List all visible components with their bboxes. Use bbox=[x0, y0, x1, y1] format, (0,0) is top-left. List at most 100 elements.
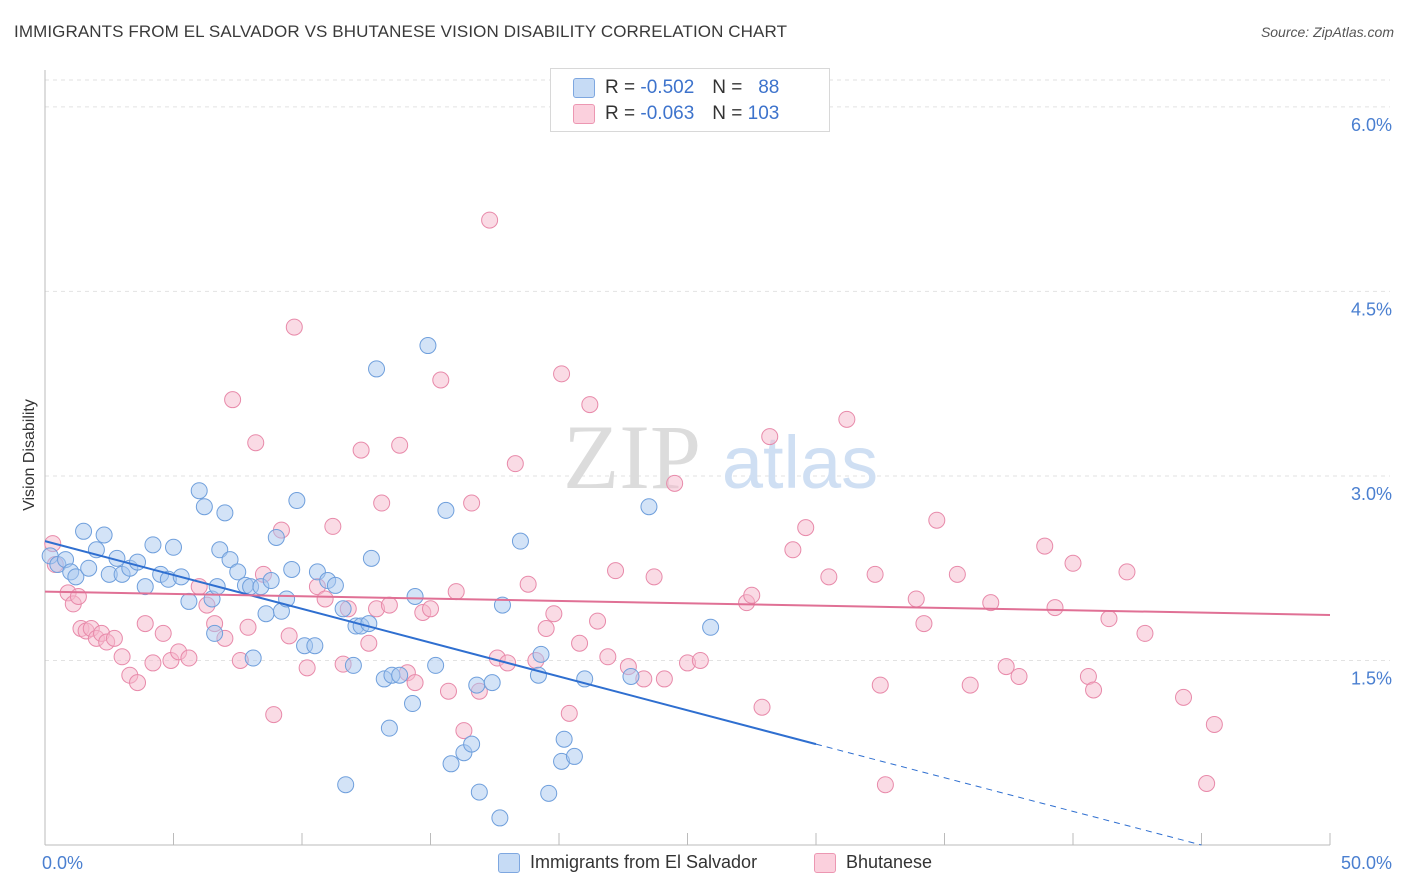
series-legend: Immigrants from El Salvador Bhutanese bbox=[0, 852, 1406, 878]
data-point bbox=[463, 494, 481, 512]
data-point bbox=[69, 588, 87, 606]
data-point bbox=[422, 600, 439, 618]
data-point bbox=[406, 588, 424, 606]
legend-swatch-bhutanese bbox=[573, 104, 595, 124]
data-point bbox=[265, 706, 283, 724]
data-point bbox=[876, 776, 894, 794]
data-point bbox=[797, 519, 815, 537]
legend-item-bhutanese[interactable]: Bhutanese bbox=[814, 852, 932, 873]
legend-label-el-salvador: Immigrants from El Salvador bbox=[530, 852, 758, 872]
data-point bbox=[404, 695, 422, 713]
trend-line bbox=[44, 590, 1331, 616]
data-point bbox=[470, 783, 488, 801]
data-point bbox=[298, 659, 316, 677]
data-point bbox=[468, 676, 486, 694]
data-point bbox=[368, 360, 386, 378]
data-point bbox=[838, 410, 856, 428]
series-bhutanese bbox=[44, 211, 1223, 794]
data-point bbox=[743, 586, 761, 604]
data-point bbox=[537, 619, 555, 637]
data-point bbox=[324, 517, 342, 535]
data-point bbox=[506, 455, 524, 473]
y-tick-label: 1.5% bbox=[1351, 668, 1392, 688]
y-tick-label: 3.0% bbox=[1351, 484, 1392, 504]
data-point bbox=[154, 624, 172, 642]
data-point bbox=[455, 722, 473, 740]
data-point bbox=[306, 637, 324, 655]
data-point bbox=[691, 651, 709, 669]
data-point bbox=[391, 436, 409, 454]
data-point bbox=[1046, 599, 1064, 617]
data-point bbox=[360, 634, 378, 652]
data-point bbox=[907, 590, 925, 608]
data-point bbox=[373, 494, 391, 512]
legend-n-value: 103 bbox=[747, 103, 780, 124]
trend-line bbox=[44, 540, 817, 746]
data-point bbox=[406, 674, 424, 692]
data-point bbox=[519, 575, 537, 593]
watermark-zip: ZIP bbox=[563, 406, 701, 508]
legend-n-label: N = bbox=[712, 77, 743, 98]
data-point bbox=[820, 568, 838, 586]
data-point bbox=[982, 594, 1000, 612]
data-point bbox=[105, 629, 123, 647]
data-point bbox=[67, 568, 85, 586]
data-point bbox=[221, 551, 239, 569]
data-point bbox=[1100, 610, 1118, 628]
data-point bbox=[439, 682, 457, 700]
data-point bbox=[961, 676, 979, 694]
legend-n-label: N = bbox=[712, 103, 743, 124]
data-point bbox=[190, 482, 208, 500]
data-point bbox=[257, 605, 275, 623]
data-point bbox=[285, 318, 303, 336]
data-point bbox=[532, 645, 550, 663]
data-point bbox=[344, 656, 362, 674]
trend-lines bbox=[44, 540, 1331, 846]
data-point bbox=[211, 541, 229, 559]
data-point bbox=[761, 428, 779, 446]
data-point bbox=[391, 666, 409, 684]
data-point bbox=[326, 576, 344, 594]
data-point bbox=[1198, 774, 1216, 792]
data-point bbox=[1118, 563, 1136, 581]
data-point bbox=[224, 391, 242, 409]
x-tick-label: 50.0% bbox=[1341, 853, 1392, 873]
data-point bbox=[1064, 554, 1082, 572]
data-point bbox=[571, 634, 589, 652]
y-tick-label: 6.0% bbox=[1351, 115, 1392, 135]
data-point bbox=[419, 337, 437, 355]
tick-labels: 1.5% 3.0% 4.5% 6.0% 0.0% 50.0% bbox=[42, 115, 1392, 873]
data-point bbox=[607, 562, 625, 580]
data-point bbox=[113, 648, 131, 666]
data-point bbox=[555, 730, 573, 748]
data-point bbox=[144, 536, 162, 554]
data-point bbox=[493, 596, 511, 614]
data-point bbox=[229, 563, 247, 581]
legend-swatch-el-salvador bbox=[573, 78, 595, 98]
data-point bbox=[216, 504, 234, 522]
data-point bbox=[352, 441, 370, 459]
data-point bbox=[206, 624, 224, 642]
legend-row-el-salvador: R = -0.502 N = 88 bbox=[573, 77, 779, 99]
data-point bbox=[75, 522, 93, 540]
x-tick-label: 0.0% bbox=[42, 853, 83, 873]
data-point bbox=[1136, 624, 1154, 642]
data-point bbox=[180, 649, 198, 667]
legend-item-el-salvador[interactable]: Immigrants from El Salvador bbox=[498, 852, 757, 873]
data-point bbox=[380, 719, 398, 737]
data-point bbox=[915, 615, 933, 633]
legend-r-label: R = bbox=[605, 77, 636, 98]
data-point bbox=[247, 434, 265, 452]
data-point bbox=[95, 526, 113, 544]
data-point bbox=[753, 698, 771, 716]
data-point bbox=[442, 755, 460, 773]
data-point bbox=[511, 532, 529, 550]
data-point bbox=[283, 560, 301, 578]
trend-line-extension bbox=[815, 743, 1202, 846]
data-point bbox=[622, 667, 640, 685]
legend-label-bhutanese: Bhutanese bbox=[846, 852, 933, 872]
legend-swatch-el-salvador bbox=[498, 852, 520, 873]
data-point bbox=[560, 704, 578, 722]
data-point bbox=[195, 498, 213, 516]
data-point bbox=[581, 396, 599, 414]
